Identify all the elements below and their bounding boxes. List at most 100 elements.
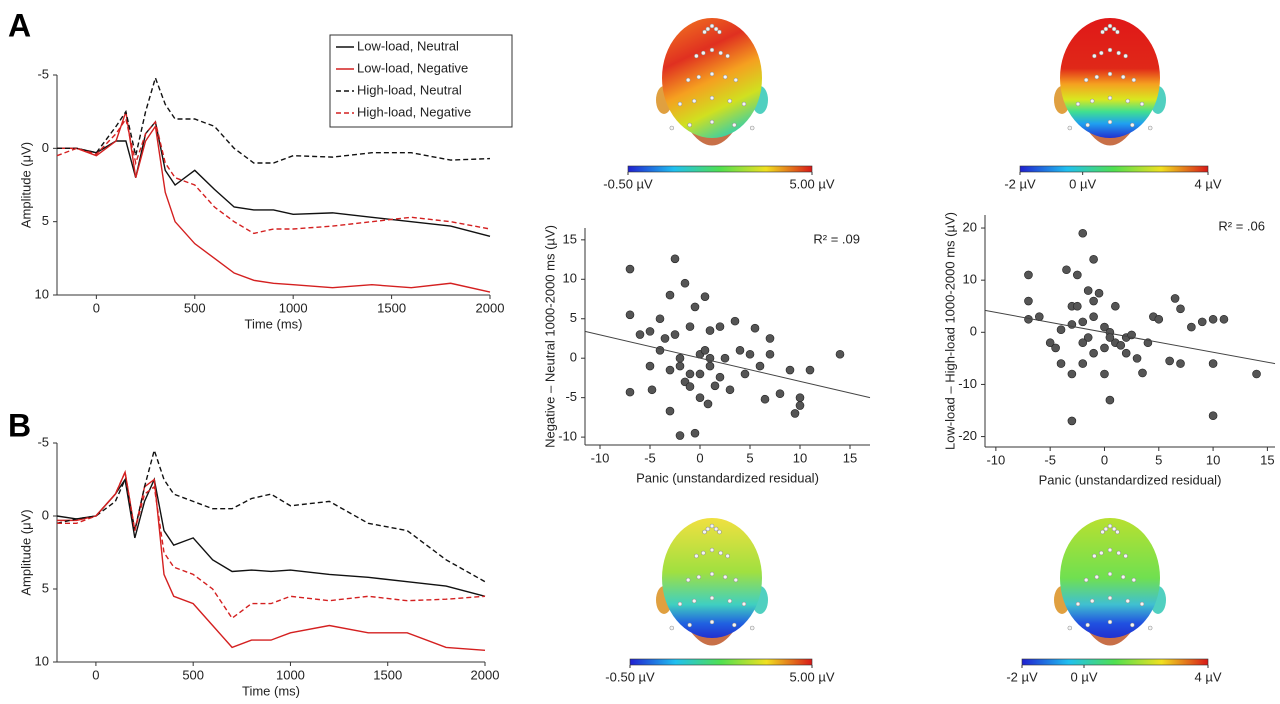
trend-line [584,330,871,399]
x-tick-label: 1500 [373,667,402,682]
electrode [1100,529,1105,535]
point [1094,288,1104,298]
colorbar-label: -2 µV [1004,176,1036,191]
electrode [713,526,719,532]
point [1176,304,1185,314]
electrode [1094,74,1100,80]
electrode [1092,53,1097,59]
x-tick-label: 10 [1206,452,1220,467]
y-tick-label: 15 [563,231,577,246]
colorbar-label: -0.50 µV [605,669,655,684]
electrode [1089,98,1095,104]
y-tick-label: 0 [42,140,49,155]
y-tick-label: 5 [570,310,577,325]
electrode [1107,523,1113,529]
electrode [694,553,699,559]
electrode [1075,101,1081,107]
point [1024,296,1033,306]
point [635,330,645,339]
electrode [749,625,755,631]
electrode [1115,29,1120,35]
point [1165,356,1174,366]
electrode [1130,122,1135,128]
electrode [1111,526,1117,532]
point [775,389,785,399]
electrode [701,50,706,56]
point [750,323,760,333]
colorbar [1021,658,1209,666]
electrode [709,119,715,125]
point [665,406,675,416]
electrode [1116,550,1121,556]
point [1067,369,1077,379]
electrode [685,577,691,583]
point [1078,228,1088,238]
point [1089,348,1098,358]
point [645,327,655,336]
x-tick-label: 1500 [377,300,406,315]
legend-label: High-load, Negative [357,104,471,119]
y-tick-label: -5 [37,434,49,449]
electrode [709,595,715,601]
point [1100,343,1109,353]
electrode [694,53,699,59]
electrode [1125,98,1131,104]
x-tick-label: 500 [182,667,204,682]
electrode [701,550,706,556]
point [1100,322,1109,332]
electrode [732,122,737,128]
head [662,18,762,138]
x-tick-label: -5 [1044,452,1056,467]
point [670,254,680,264]
electrode [687,122,692,128]
point [670,330,680,339]
point [625,310,635,320]
point [1051,343,1060,353]
point [1089,296,1098,306]
point [1138,368,1147,378]
electrode [687,622,692,628]
electrode [691,598,697,604]
point [1208,314,1218,324]
electrode [685,77,691,83]
point [700,292,710,301]
legend-label: High-load, Neutral [357,82,462,97]
trend-line [984,309,1276,365]
point [1067,416,1077,426]
y-tick-label: 0 [970,324,977,339]
series-line [57,75,491,164]
electrode [1120,74,1126,80]
point [1073,270,1082,280]
electrode [677,101,683,107]
point [785,365,795,375]
series-line [57,120,491,238]
x-tick-label: 10 [793,450,807,465]
electrode [1123,553,1128,559]
point [795,393,805,402]
electrode [709,23,715,29]
colorbar [629,658,813,666]
electrode [709,547,715,553]
point [715,372,725,382]
point [1056,325,1066,334]
x-tick-label: 2000 [471,667,500,682]
point [1252,369,1261,379]
point [765,334,775,343]
point [1208,411,1218,421]
legend-box [329,34,513,128]
colorbar [1019,165,1209,173]
electrode [713,26,719,32]
colorbar-label: 4 µV [1194,669,1221,684]
x-tick-label: -10 [591,450,610,465]
colorbar-label: 0 µV [1069,176,1096,191]
point [655,314,665,324]
x-axis-label: Time (ms) [244,316,302,331]
y-tick-label: 10 [563,271,577,286]
point [1056,359,1066,368]
point [1208,359,1218,368]
point [675,431,685,440]
point [625,387,635,397]
electrode [1125,598,1131,604]
electrode [727,98,733,104]
point [1045,338,1055,348]
